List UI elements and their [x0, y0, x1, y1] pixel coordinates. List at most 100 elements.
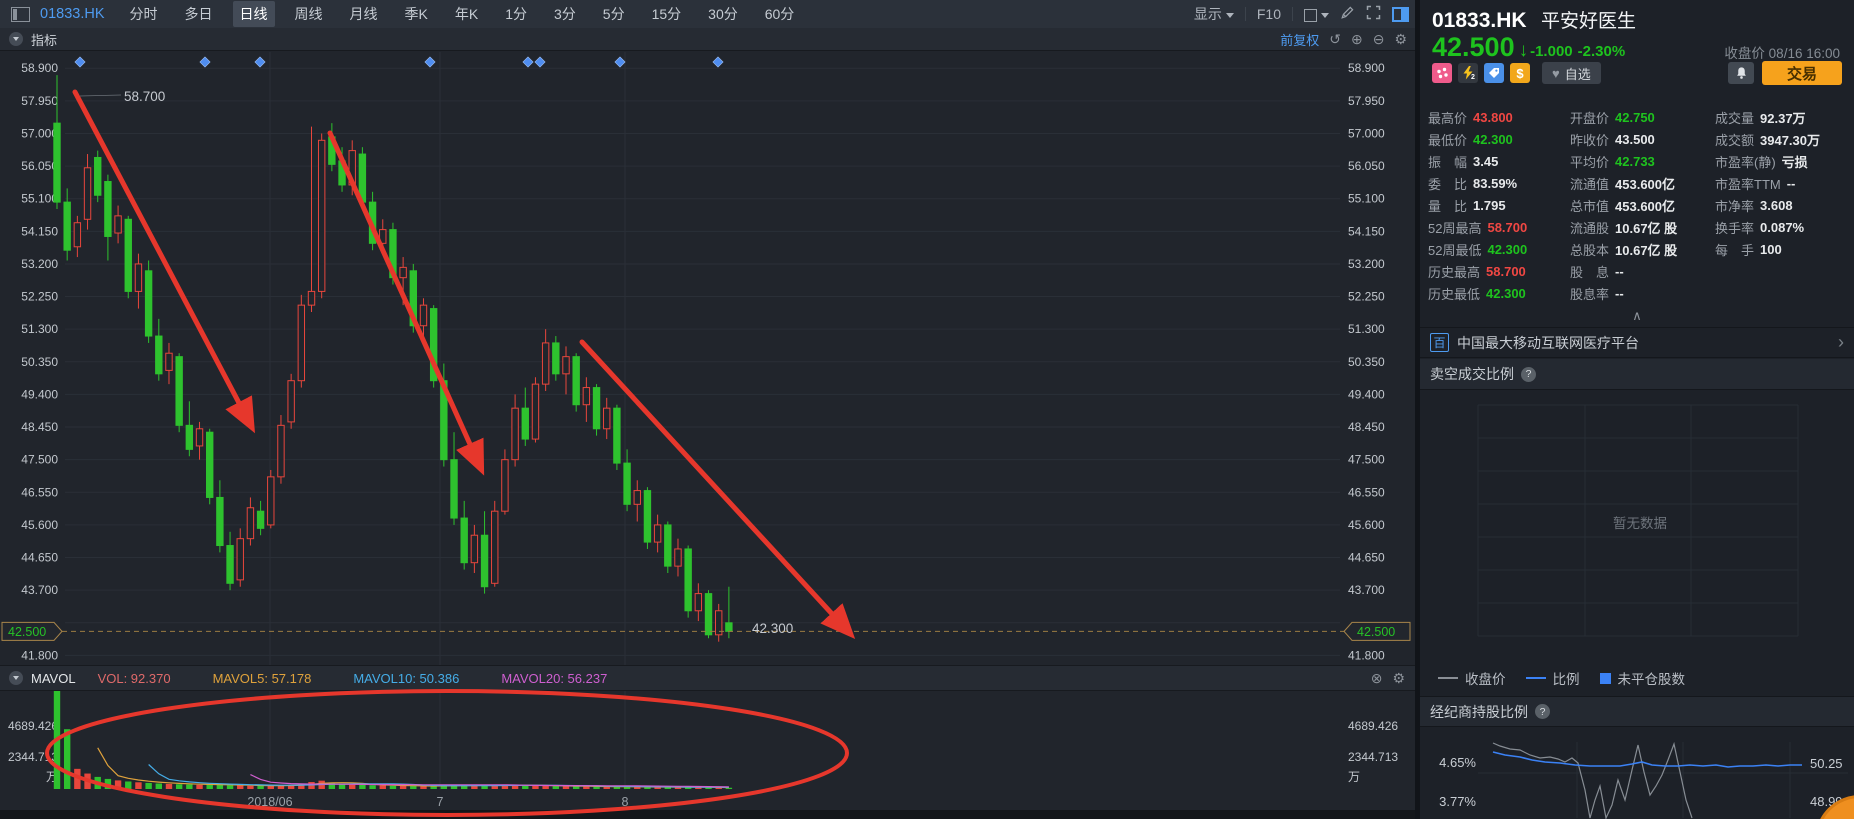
svg-text:55.100: 55.100	[1348, 192, 1385, 206]
svg-text:49.400: 49.400	[1348, 387, 1385, 401]
gear-icon[interactable]: ⚙	[1394, 30, 1407, 47]
grid-layer: 58.900 58.900 57.950 57.950 57.000 57.000 56.0…	[8, 52, 1398, 809]
display-dropdown[interactable]: 显示	[1194, 4, 1234, 24]
svg-text:47.500: 47.500	[1348, 453, 1385, 467]
help-icon[interactable]: ?	[1521, 366, 1536, 382]
current-price-line: 42.500 42.500	[1, 621, 1411, 641]
svg-text:46.550: 46.550	[1348, 485, 1385, 499]
period-tab-15分[interactable]: 15分	[651, 6, 682, 22]
dollar-badge-icon[interactable]: $	[1510, 63, 1530, 83]
mavol-value: MAVOL5: 57.178	[212, 670, 312, 686]
chevron-right-icon: ›	[1838, 332, 1844, 352]
svg-text:2344.713: 2344.713	[1348, 750, 1398, 764]
volume-layer	[53, 690, 733, 789]
last-price: 42.500	[1432, 32, 1515, 62]
f10-button[interactable]: F10	[1256, 6, 1281, 22]
period-tab-30分[interactable]: 30分	[708, 6, 738, 22]
svg-text:4689.426: 4689.426	[1348, 719, 1398, 733]
svg-text:万: 万	[1348, 770, 1360, 784]
mavol-right-group: ⊗ ⚙	[1371, 670, 1405, 687]
svg-text:58.900: 58.900	[1348, 61, 1385, 75]
collapse-circle-icon[interactable]	[9, 671, 23, 685]
price-change: -1.000	[1530, 43, 1573, 60]
undo-icon[interactable]: ↺	[1329, 30, 1341, 47]
alert-bell-button[interactable]	[1728, 62, 1754, 84]
stat-row: 市盈率(静) 亏损	[1715, 154, 1808, 170]
stat-row: 最低价 42.300	[1428, 131, 1513, 148]
svg-text:50.350: 50.350	[1348, 355, 1385, 369]
candlestick-chart[interactable]: 58.900 58.900 57.950 57.950 57.000 57.000 56.0…	[0, 0, 1415, 819]
forward-adjust-button[interactable]: 前复权	[1280, 32, 1320, 48]
draw-tool-button[interactable]	[1340, 5, 1355, 23]
svg-text:58.900: 58.900	[21, 61, 58, 75]
period-tab-5分[interactable]: 5分	[602, 6, 625, 22]
help-icon[interactable]: ?	[1535, 704, 1550, 719]
chevron-down-icon	[1321, 12, 1329, 18]
svg-text:54.150: 54.150	[21, 224, 58, 238]
stat-row: 52周最低 42.300	[1428, 241, 1528, 258]
svg-text:51.300: 51.300	[1348, 322, 1385, 336]
stat-row: 成交量 92.37万	[1715, 110, 1806, 126]
stat-row: 量 比 1.795	[1428, 197, 1506, 214]
broker-holding-section-header: 经纪商持股比例 ?	[1420, 696, 1854, 727]
period-tab-1分[interactable]: 1分	[505, 6, 527, 22]
period-tab-季K[interactable]: 季K	[404, 6, 428, 22]
mavol-value: MAVOL10: 50.386	[353, 670, 460, 686]
stat-row: 52周最高 58.700	[1428, 219, 1528, 236]
tag-badge-icon[interactable]	[1484, 63, 1504, 83]
trade-button[interactable]: 交易	[1762, 61, 1842, 85]
toolbar-right-group: 显示 F10	[1194, 0, 1409, 28]
indicator-bar: 指标 前复权 ↺ ⊕ ⊖ ⚙	[0, 28, 1415, 51]
svg-text:48.450: 48.450	[21, 420, 58, 434]
chart-style-dropdown[interactable]	[1304, 6, 1329, 22]
close-icon[interactable]: ⊗	[1370, 669, 1383, 686]
collapse-stats-button[interactable]: ∧	[1632, 308, 1642, 323]
stat-row: 最高价 43.800	[1428, 109, 1513, 126]
event-markers[interactable]	[74, 56, 724, 68]
add-watchlist-button[interactable]: ♥ 自选	[1542, 62, 1601, 84]
stat-row: 市净率 3.608	[1715, 197, 1793, 214]
badge-row: 2 $ ♥ 自选	[1432, 62, 1601, 84]
svg-text:41.800: 41.800	[21, 648, 58, 662]
period-tab-周线[interactable]: 周线	[294, 6, 323, 22]
volume-indicator-bar: MAVOL VOL: 92.370 MAVOL5: 57.178 MAVOL10: …	[0, 665, 1415, 691]
stat-row: 总市值 453.600亿	[1570, 198, 1676, 214]
svg-text:4689.426: 4689.426	[8, 719, 58, 733]
svg-text:44.650: 44.650	[1348, 551, 1385, 565]
svg-text:49.400: 49.400	[21, 387, 58, 401]
stat-row: 每 手 100	[1715, 241, 1782, 258]
svg-text:50.350: 50.350	[21, 355, 58, 369]
period-tab-分时[interactable]: 分时	[129, 6, 158, 22]
period-tab-日线[interactable]: 日线	[232, 1, 275, 27]
svg-text:8: 8	[622, 795, 629, 809]
mavol-line	[148, 764, 729, 788]
divider	[1244, 7, 1246, 21]
panel-divider[interactable]	[1415, 0, 1420, 819]
period-tab-3分[interactable]: 3分	[553, 6, 576, 22]
bottom-strip	[0, 810, 1415, 819]
toolbar-symbol[interactable]: 01833.HK	[40, 6, 105, 22]
svg-text:44.650: 44.650	[21, 551, 58, 565]
price-annotation: 42.300	[752, 621, 793, 636]
period-tab-月线[interactable]: 月线	[349, 6, 378, 22]
svg-text:51.300: 51.300	[21, 322, 58, 336]
svg-text:57.950: 57.950	[21, 94, 58, 108]
zoom-out-icon[interactable]: ⊖	[1372, 30, 1385, 47]
gear-icon[interactable]: ⚙	[1392, 669, 1405, 686]
company-profile-row[interactable]: 百 中国最大移动互联网医疗平台 ›	[1420, 327, 1854, 358]
broker-left-tick: 4.65%	[1439, 755, 1476, 770]
toggle-right-panel-icon[interactable]	[1392, 6, 1409, 22]
hk-connect-badge-icon[interactable]	[1432, 63, 1452, 83]
level2-badge-icon[interactable]: 2	[1458, 63, 1478, 83]
zoom-in-icon[interactable]: ⊕	[1350, 30, 1363, 47]
collapse-circle-icon[interactable]	[9, 32, 23, 46]
period-tab-多日[interactable]: 多日	[184, 6, 213, 22]
svg-text:52.250: 52.250	[1348, 290, 1385, 304]
pen-icon	[1341, 6, 1354, 19]
fullscreen-button[interactable]	[1366, 5, 1381, 23]
svg-text:56.050: 56.050	[21, 159, 58, 173]
title-row: 01833.HK 平安好医生	[1432, 6, 1636, 33]
period-tab-年K[interactable]: 年K	[454, 6, 479, 22]
period-tab-60分[interactable]: 60分	[764, 6, 795, 22]
window-layout-icon[interactable]	[11, 6, 30, 22]
